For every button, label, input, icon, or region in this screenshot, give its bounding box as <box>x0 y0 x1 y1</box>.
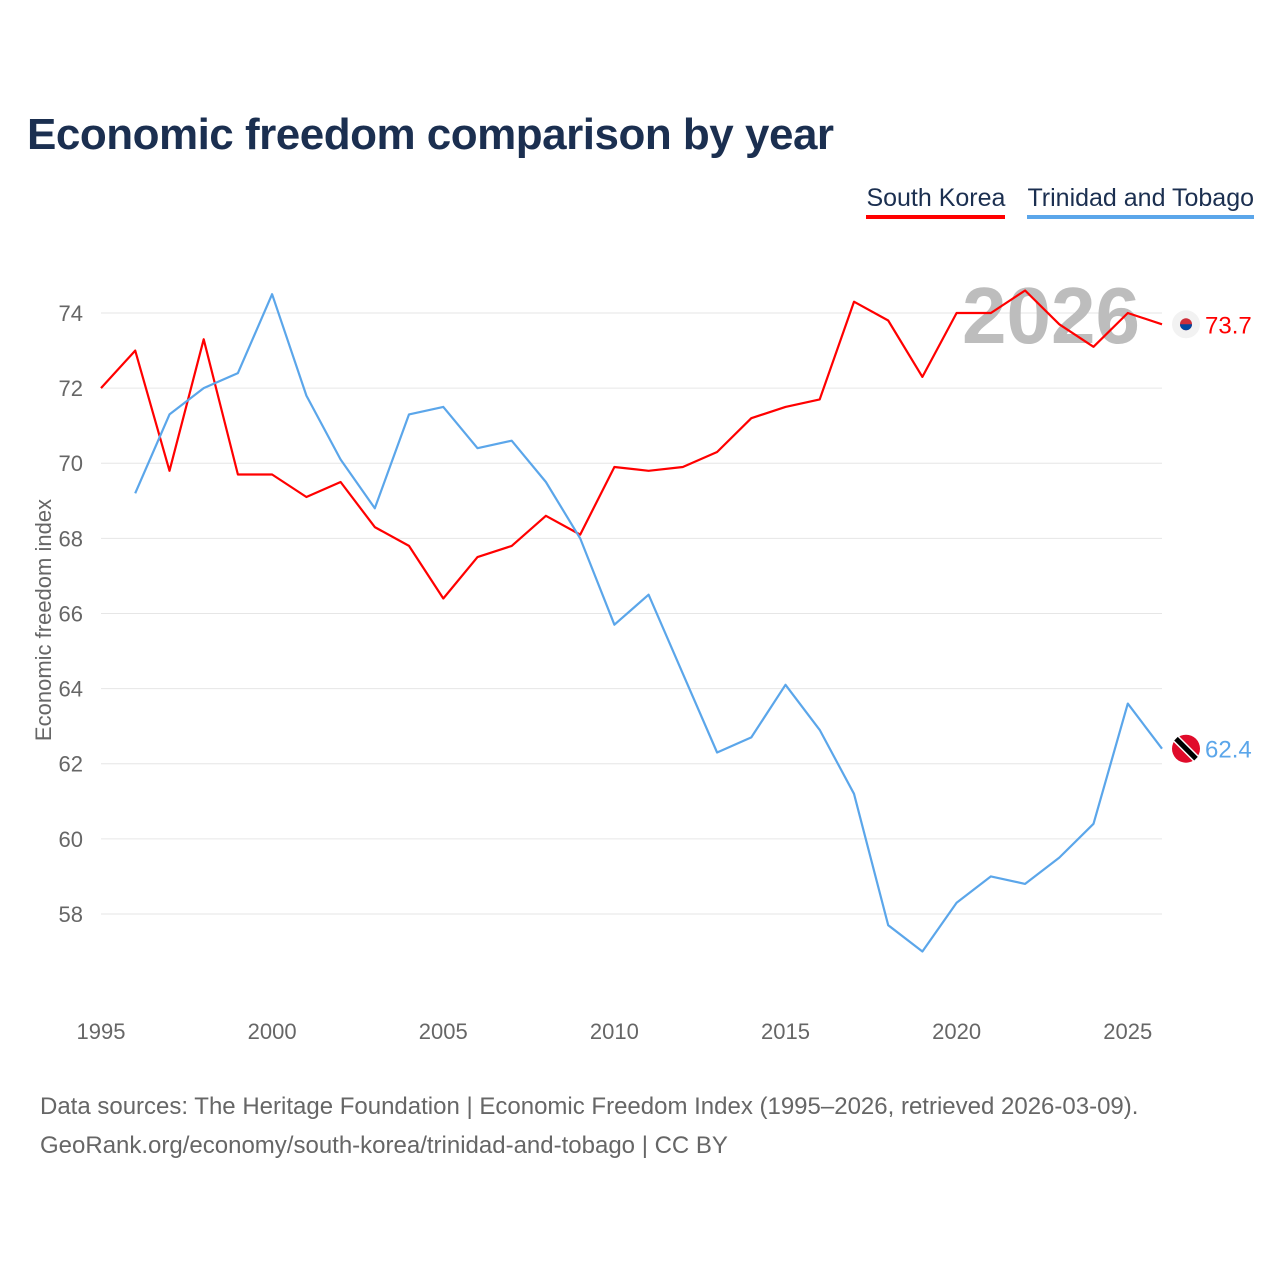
flag-taeguk-blue <box>1180 324 1192 331</box>
source-link[interactable]: GeoRank.org/economy/south-korea/trinidad… <box>40 1132 728 1159</box>
x-tick-label: 2015 <box>761 1019 810 1044</box>
legend-south-korea[interactable]: South Korea <box>866 184 1006 219</box>
chart-title: Economic freedom comparison by year <box>27 110 834 159</box>
x-tick-label: 2020 <box>932 1019 981 1044</box>
y-tick-label: 66 <box>59 601 83 626</box>
x-tick-label: 1995 <box>77 1019 126 1044</box>
legend-trinidad-and-tobago[interactable]: Trinidad and Tobago <box>1027 184 1254 219</box>
legend: South Korea Trinidad and Tobago <box>866 184 1254 219</box>
x-tick-label: 2005 <box>419 1019 468 1044</box>
y-tick-label: 62 <box>59 752 83 777</box>
end-value-label: 73.7 <box>1205 312 1252 339</box>
footer: Data sources: The Heritage Foundation | … <box>40 1087 1138 1165</box>
source-text: Data sources: The Heritage Foundation | … <box>40 1093 1139 1120</box>
end-value-label: 62.4 <box>1205 737 1252 764</box>
y-tick-label: 74 <box>59 301 83 326</box>
y-tick-label: 60 <box>59 827 83 852</box>
y-tick-label: 70 <box>59 451 83 476</box>
flag-stripe-black <box>1174 736 1198 761</box>
y-tick-label: 68 <box>59 526 83 551</box>
x-tick-label: 2025 <box>1103 1019 1152 1044</box>
y-axis-label: Economic freedom index <box>31 499 56 741</box>
y-tick-label: 72 <box>59 376 83 401</box>
y-tick-label: 58 <box>59 902 83 927</box>
y-tick-label: 64 <box>59 677 83 702</box>
series-line-south-korea <box>100 289 1163 600</box>
series-line-trinidad-and-tobago <box>134 293 1163 953</box>
x-tick-label: 2010 <box>590 1019 639 1044</box>
x-tick-label: 2000 <box>248 1019 297 1044</box>
